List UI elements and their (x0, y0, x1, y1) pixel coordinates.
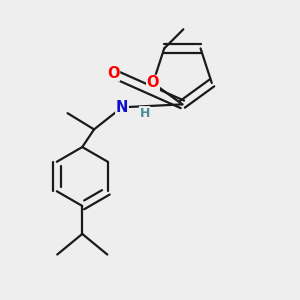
Text: H: H (140, 107, 150, 120)
Text: O: O (107, 66, 119, 81)
Text: N: N (116, 100, 128, 115)
Text: O: O (147, 76, 159, 91)
